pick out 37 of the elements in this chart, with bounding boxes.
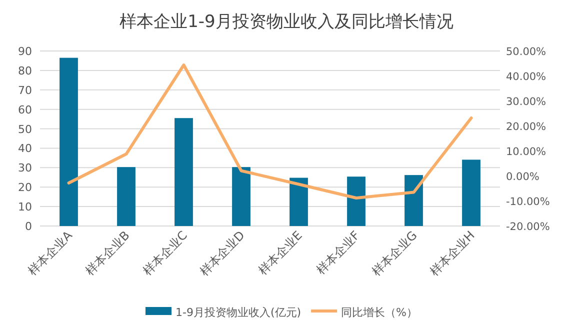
- bar: [347, 176, 366, 226]
- y2-tick-label: -20.00%: [506, 221, 550, 233]
- y2-tick-label: 10.00%: [506, 146, 546, 158]
- bar: [404, 175, 423, 226]
- x-tick-label: 样本企业E: [256, 228, 305, 278]
- y-tick-label: 20: [18, 181, 32, 194]
- y2-tick-label: 30.00%: [506, 96, 546, 108]
- x-tick-label: 样本企业F: [314, 228, 362, 277]
- y2-tick-label: -10.00%: [506, 196, 550, 208]
- bar: [117, 167, 136, 226]
- y-tick-label: 80: [18, 64, 32, 78]
- y-tick-label: 30: [18, 162, 32, 175]
- y-tick-label: 70: [18, 84, 32, 97]
- line-series: [67, 64, 473, 200]
- y2-tick-label: 50.00%: [506, 46, 546, 58]
- bar: [462, 160, 480, 226]
- bar: [232, 167, 250, 226]
- y-tick-label: 90: [18, 45, 32, 58]
- y-tick-label: 0: [25, 220, 32, 233]
- legend-label: 1-9月投资物业收入(亿元): [175, 306, 302, 319]
- y2-tick-label: 0.00%: [506, 171, 540, 183]
- x-tick-label: 样本企业B: [82, 228, 132, 278]
- bar: [60, 58, 78, 226]
- y-tick-label: 60: [18, 103, 32, 116]
- chart-title: 样本企业1-9月投资物业收入及同比增长情况: [120, 12, 454, 32]
- x-tick-label: 样本企业C: [140, 228, 190, 278]
- y-tick-label: 50: [18, 122, 32, 136]
- y2-tick-label: 20.00%: [506, 121, 546, 133]
- legend-label: 同比增长（%）: [341, 306, 418, 319]
- y2-tick-label: 40.00%: [506, 71, 546, 83]
- bar: [290, 178, 308, 226]
- x-tick-label: 样本企业D: [196, 228, 248, 279]
- bar: [174, 118, 193, 226]
- x-tick-label: 样本企业H: [427, 228, 478, 278]
- y-tick-label: 40: [18, 142, 32, 156]
- x-tick-label: 样本企业G: [369, 228, 420, 279]
- y-tick-label: 10: [18, 200, 32, 214]
